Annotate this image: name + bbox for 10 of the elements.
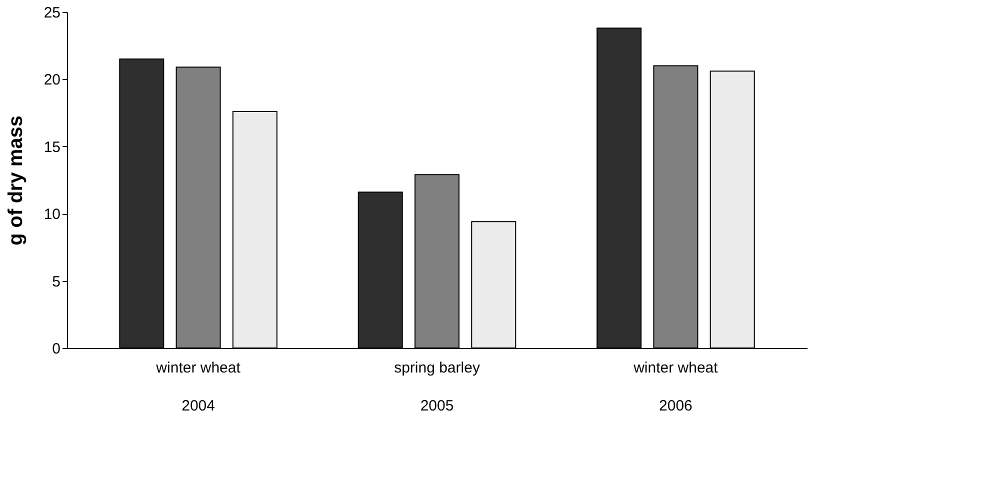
category-label: winter wheat 2004 (156, 360, 240, 414)
y-tick-label: 25 (44, 4, 60, 22)
y-axis-title: g of dry mass (4, 115, 27, 246)
category-label: spring barley 2005 (394, 360, 480, 414)
y-tick-label: 20 (44, 72, 60, 89)
y-tick-label: 0 (52, 340, 60, 358)
y-tick-label: 15 (44, 138, 60, 156)
y-tick-label: 5 (52, 273, 60, 290)
y-tick-label: 10 (44, 206, 60, 224)
category-label: winter wheat 2006 (634, 360, 718, 414)
